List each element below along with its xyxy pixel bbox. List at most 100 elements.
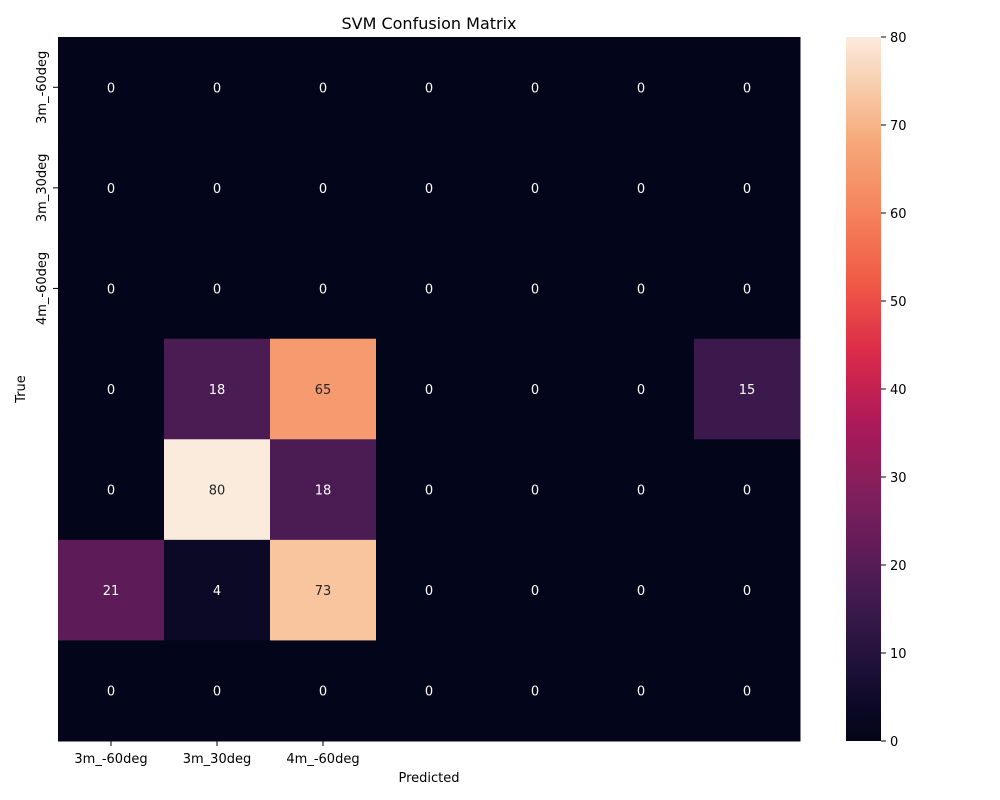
- x-tick-label: 4m_-60deg: [286, 752, 359, 767]
- cell-value-label: 0: [319, 81, 327, 96]
- cell-value-label: 0: [743, 81, 751, 96]
- cell-value-label: 0: [319, 685, 327, 700]
- colorbar-tick-label: 30: [890, 471, 907, 486]
- heatmap-cell: [376, 238, 483, 340]
- cell-value-label: 0: [107, 383, 115, 398]
- heatmap-cell: [58, 238, 165, 340]
- heatmap-cell: [376, 338, 483, 440]
- heatmap-cell: [164, 439, 271, 541]
- cell-value-label: 0: [637, 383, 645, 398]
- heatmap-cell: [588, 640, 695, 742]
- colorbar-tick-label: 80: [890, 31, 907, 46]
- heatmap-cell: [694, 37, 801, 139]
- heatmap-cell: [164, 137, 271, 239]
- heatmap-cell: [482, 338, 589, 440]
- x-axis-label: Predicted: [398, 771, 459, 786]
- heatmap-cell: [164, 238, 271, 340]
- heatmap-cell: [376, 439, 483, 541]
- cell-value-label: 0: [637, 584, 645, 599]
- cell-value-label: 18: [209, 383, 226, 398]
- cell-value-label: 0: [319, 182, 327, 197]
- heatmap-cell: [164, 640, 271, 742]
- cell-value-label: 0: [213, 81, 221, 96]
- heatmap-cell: [588, 238, 695, 340]
- cell-value-label: 0: [107, 282, 115, 297]
- heatmap-cell: [588, 137, 695, 239]
- y-axis-label: True: [14, 375, 29, 404]
- heatmap-cell: [376, 137, 483, 239]
- heatmap-cell: [482, 37, 589, 139]
- cell-value-label: 0: [637, 282, 645, 297]
- colorbar-ticks: 0 10 20 30 40 50 60 70 80: [881, 31, 907, 750]
- cell-value-label: 0: [213, 282, 221, 297]
- x-tick-label: 3m_30deg: [183, 752, 251, 767]
- cell-value-label: 0: [531, 383, 539, 398]
- cell-value-label: 0: [743, 282, 751, 297]
- cell-value-label: 15: [739, 383, 756, 398]
- cell-value-label: 0: [213, 182, 221, 197]
- heatmap-cell: [270, 37, 377, 139]
- cell-value-label: 0: [425, 584, 433, 599]
- cell-value-label: 0: [637, 81, 645, 96]
- heatmap-cell: [270, 137, 377, 239]
- colorbar-tick-label: 60: [890, 207, 907, 222]
- cell-value-label: 0: [531, 584, 539, 599]
- x-tick-label: 3m_-60deg: [74, 752, 147, 767]
- cell-value-label: 0: [531, 484, 539, 499]
- heatmap-cell: [694, 137, 801, 239]
- heatmap-cell: [694, 539, 801, 641]
- cell-value-label: 73: [315, 584, 332, 599]
- chart-title: SVM Confusion Matrix: [341, 14, 516, 33]
- heatmap-cell: [58, 338, 165, 440]
- cell-value-label: 0: [531, 685, 539, 700]
- heatmap-cell: [482, 640, 589, 742]
- colorbar-tick-label: 0: [890, 735, 898, 750]
- heatmap-cell: [58, 640, 165, 742]
- cell-value-label: 0: [743, 685, 751, 700]
- heatmap-cell: [588, 37, 695, 139]
- cell-value-label: 0: [531, 81, 539, 96]
- cell-value-label: 0: [107, 685, 115, 700]
- heatmap-cell: [270, 439, 377, 541]
- cell-value-label: 0: [425, 282, 433, 297]
- colorbar-tick-label: 10: [890, 647, 907, 662]
- heatmap-cell: [270, 640, 377, 742]
- heatmap-cell: [164, 37, 271, 139]
- heatmap-cell: [58, 539, 165, 641]
- heatmap-cell: [376, 37, 483, 139]
- heatmap-cell: [58, 137, 165, 239]
- cell-value-label: 65: [315, 383, 332, 398]
- y-tick-label: 4m_-60deg: [35, 252, 50, 325]
- heatmap-cell: [694, 238, 801, 340]
- heatmap-cell: [376, 640, 483, 742]
- y-tick-label: 3m_-60deg: [35, 51, 50, 124]
- cell-value-label: 0: [743, 182, 751, 197]
- cell-value-label: 80: [209, 484, 226, 499]
- colorbar-tick-label: 50: [890, 295, 907, 310]
- heatmap-cell: [270, 338, 377, 440]
- heatmap-cell: [694, 338, 801, 440]
- heatmap-cell: [58, 37, 165, 139]
- colorbar-tick-label: 70: [890, 119, 907, 134]
- heatmap-cell: [482, 439, 589, 541]
- cell-value-label: 0: [213, 685, 221, 700]
- cell-value-label: 21: [103, 584, 120, 599]
- cell-value-label: 4: [213, 584, 221, 599]
- cell-value-label: 18: [315, 484, 332, 499]
- cell-value-label: 0: [531, 182, 539, 197]
- heatmap-cell: [376, 539, 483, 641]
- cell-value-label: 0: [425, 685, 433, 700]
- heatmap-cell: [694, 640, 801, 742]
- heatmap-cell: [588, 338, 695, 440]
- cell-value-label: 0: [637, 484, 645, 499]
- colorbar-tick-label: 20: [890, 559, 907, 574]
- heatmap-cell: [482, 539, 589, 641]
- cell-value-label: 0: [637, 182, 645, 197]
- y-axis-ticks: 3m_-60deg 3m_30deg 4m_-60deg: [35, 51, 58, 325]
- cell-value-label: 0: [107, 182, 115, 197]
- cell-value-label: 0: [531, 282, 539, 297]
- y-tick-label: 3m_30deg: [35, 154, 50, 222]
- heatmap-cell: [694, 439, 801, 541]
- heatmap-cell: [270, 539, 377, 641]
